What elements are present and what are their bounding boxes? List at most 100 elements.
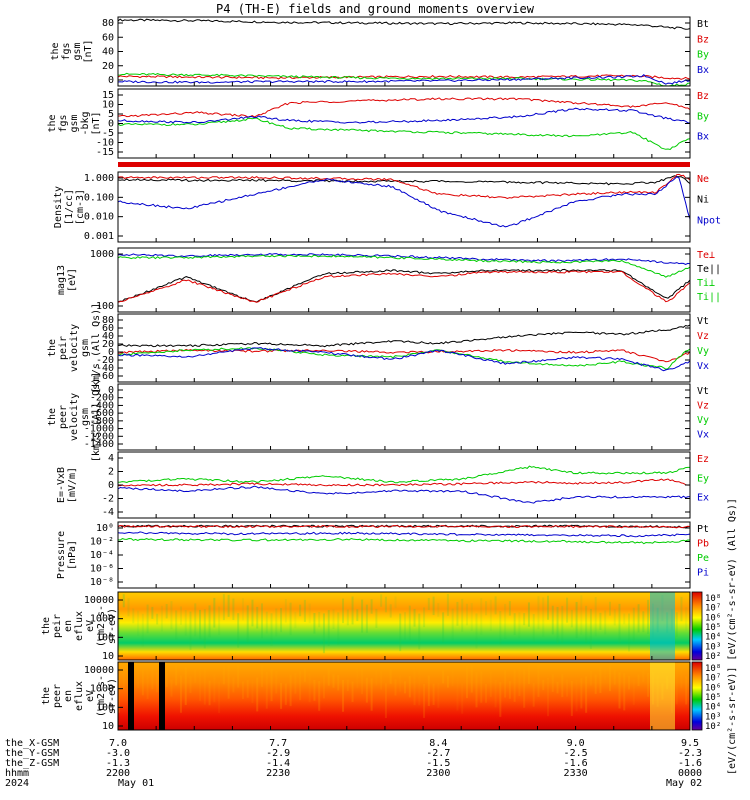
y-tick-label: 5 — [108, 109, 114, 120]
spectrogram-texture — [313, 612, 316, 634]
y-axis-label-line: [eV] — [67, 268, 78, 292]
colorbar-tick-label: 10⁵ — [705, 623, 721, 633]
spectrogram-texture — [256, 677, 259, 712]
x-axis-value: -1.6 — [678, 758, 702, 769]
y-tick-label: -60 — [96, 371, 114, 382]
spectrogram-texture — [384, 596, 387, 613]
y-tick-label: -600 — [90, 408, 114, 419]
spectrogram-texture — [322, 613, 325, 654]
spectrogram-image — [118, 592, 690, 660]
y-axis-label-line: velocity — [69, 393, 80, 441]
spectrogram-texture — [499, 610, 502, 645]
y-tick-label: -10 — [96, 138, 114, 149]
series-line-red — [117, 348, 691, 363]
spectrogram-texture — [299, 604, 302, 617]
series-line-blue — [117, 74, 691, 85]
y-axis-label: thepeirvelocitygsm[km/s (All Qs)] — [47, 303, 102, 393]
spectrogram-texture — [456, 677, 459, 711]
spectrogram-texture — [589, 608, 592, 649]
spectrogram-texture — [494, 596, 497, 615]
legend-entry: Te|| — [697, 264, 721, 275]
spectrogram-texture — [156, 613, 159, 625]
y-tick-label: 100 — [96, 702, 114, 713]
spectrogram-texture — [332, 609, 335, 629]
spectrogram-image — [118, 662, 690, 730]
spectrogram-texture — [370, 678, 373, 711]
spectrogram-texture — [518, 612, 521, 639]
spectrogram-texture — [637, 674, 640, 687]
spectrogram-texture — [156, 672, 159, 693]
spectrogram-texture — [566, 597, 569, 623]
spectrogram-texture — [432, 683, 435, 706]
spectrogram-texture — [179, 675, 182, 713]
legend-entry: Vz — [697, 401, 709, 412]
spectrogram-texture — [122, 594, 125, 608]
colorbar-tick-label: 10⁴ — [705, 633, 721, 643]
spectrogram-texture — [346, 609, 349, 626]
y-tick-label: 1000 — [90, 684, 114, 695]
y-axis-label-line: [mV/m] — [67, 467, 78, 503]
spectrogram-texture — [642, 611, 645, 633]
spectrogram-texture — [647, 599, 650, 634]
spectrogram-texture — [589, 670, 592, 686]
y-axis-label: Pressure[nPa] — [56, 531, 78, 579]
legend-entry: Ti⊥ — [697, 278, 715, 289]
spectrogram-texture — [351, 681, 354, 703]
series-line-red — [117, 173, 691, 200]
spectrogram-texture — [570, 680, 573, 716]
panel-frame — [117, 521, 691, 589]
spectrogram-texture — [337, 612, 340, 645]
panel-fgs: 0 20 40 60 80 Bt Bz By Bx thefgsgsm[nT] — [50, 16, 709, 87]
y-tick-label: -15 — [96, 147, 114, 158]
spectrogram-texture — [175, 665, 178, 686]
legend-entry: Vz — [697, 331, 709, 342]
spectrogram-texture — [132, 608, 135, 624]
y-tick-label: -40 — [96, 363, 114, 374]
spectrogram-texture — [551, 605, 554, 635]
spectrogram-texture — [294, 611, 297, 629]
series-line-red — [117, 478, 691, 487]
spectrogram-texture — [199, 609, 202, 640]
spectrogram-texture — [613, 609, 616, 626]
colorbar-label: [eV/(cm²-s-sr-eV)] [eV/(cm²-s-sr-eV) (Al… — [727, 498, 738, 775]
spectrogram-texture — [151, 606, 154, 619]
spectrogram-texture — [604, 665, 607, 681]
series-line-blue — [117, 531, 691, 538]
spectrogram-texture — [203, 667, 206, 705]
y-axis-label-line: [nT] — [83, 39, 94, 63]
spectrogram-texture — [270, 668, 273, 702]
y-tick-label: 0 — [108, 385, 114, 396]
legend-entry: Vt — [697, 316, 709, 327]
colorbar-tick-label: 10⁷ — [705, 604, 721, 614]
y-axis-label-line: the — [47, 339, 58, 357]
spectrogram-texture — [504, 669, 507, 698]
series-line-black — [117, 324, 691, 348]
y-axis-label-line: [nT] — [91, 111, 102, 135]
spectrogram-texture — [475, 613, 478, 649]
y-tick-label: -20 — [96, 355, 114, 366]
y-tick-label: 10000 — [84, 665, 114, 676]
spectrogram-texture — [370, 599, 373, 614]
spectrogram-texture — [580, 595, 583, 635]
y-tick-label: 80 — [102, 18, 114, 29]
legend-entry: Te⊥ — [697, 250, 715, 261]
data-gap — [128, 662, 134, 730]
spectrogram-texture — [184, 666, 187, 705]
spectrogram-texture — [365, 677, 368, 703]
spectrogram-texture — [451, 608, 454, 641]
panel-temp: 1000 100 Te⊥ Te|| Ti⊥ Ti|| mag13[eV] — [56, 247, 721, 313]
colorbar-tick-label: 10⁸ — [705, 594, 721, 604]
series-line-blue — [117, 347, 691, 372]
y-tick-label: 1.000 — [84, 173, 114, 184]
spectrogram-texture — [375, 669, 378, 686]
panel-frame — [117, 661, 691, 731]
y-axis-label-line: sr-eV) — [107, 608, 118, 644]
y-axis-label: thepeirenefluxeV(cm2-s-sr-eV) — [41, 605, 118, 647]
x-axis-value: 9.5 — [681, 738, 699, 749]
spectrogram-texture — [160, 605, 163, 632]
x-axis-row-label: the_X-GSM — [5, 738, 59, 749]
y-axis-label-line: [1/cc] — [64, 189, 75, 225]
spectrogram-texture — [122, 669, 125, 690]
spectrogram-texture — [608, 664, 611, 692]
x-axis-value: 7.7 — [269, 738, 287, 749]
